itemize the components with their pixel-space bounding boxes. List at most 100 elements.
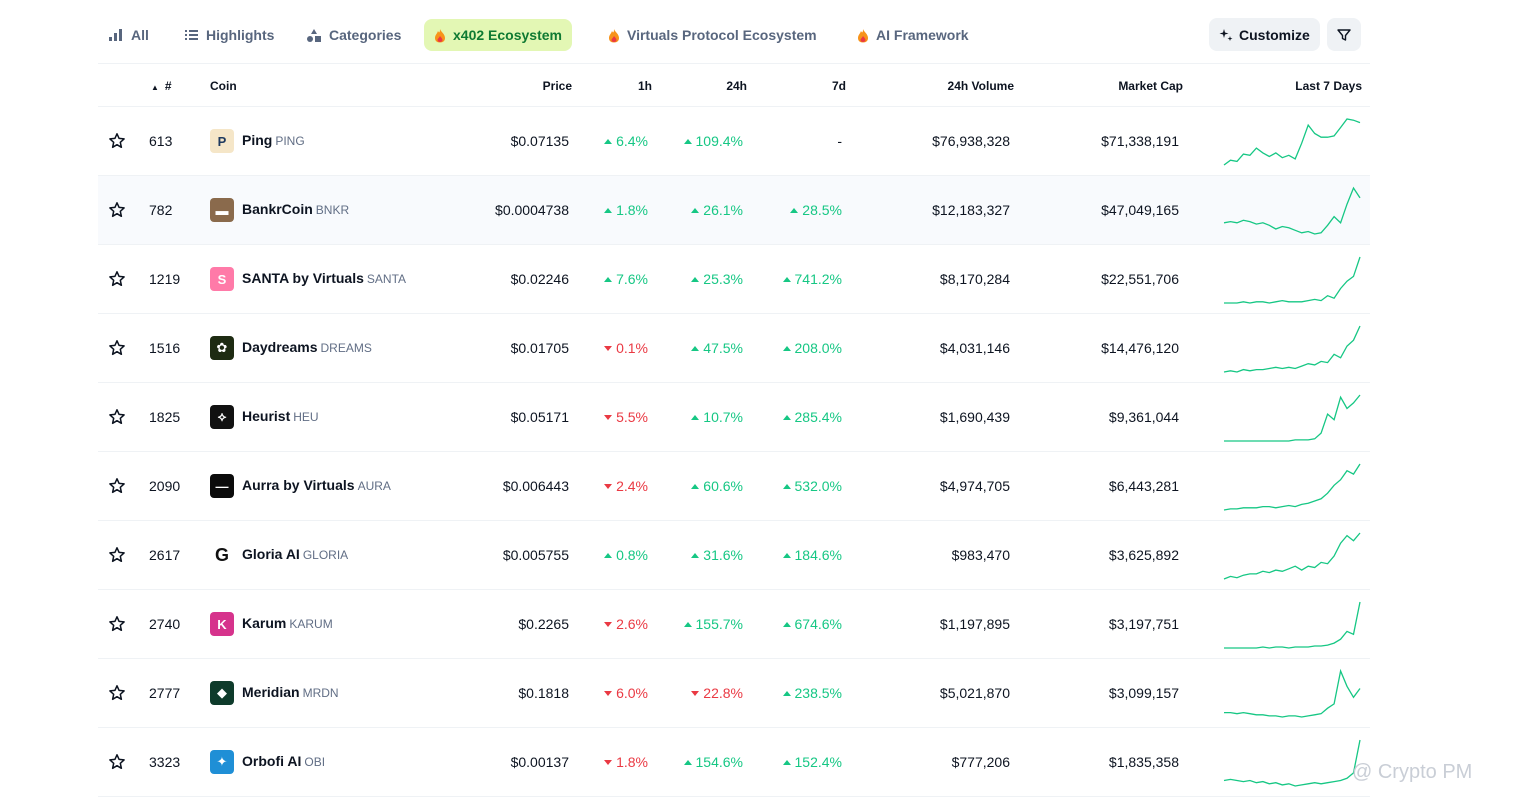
star-icon[interactable] bbox=[108, 684, 126, 702]
coin-name: SANTA by Virtuals bbox=[242, 270, 364, 286]
tab-x402-ecosystem[interactable]: x402 Ecosystem bbox=[424, 19, 572, 51]
market-cap-header[interactable]: Market Cap bbox=[1118, 79, 1183, 93]
24h-header[interactable]: 24h bbox=[726, 79, 747, 93]
customize-button[interactable]: Customize bbox=[1209, 18, 1320, 51]
coin-table: ▲ # Coin Price 1h 24h 7d 24h Volume Marke… bbox=[98, 63, 1370, 797]
sparkle-icon bbox=[1219, 28, 1233, 41]
sort-rank-header[interactable]: ▲ # bbox=[151, 79, 172, 93]
sparkline-chart bbox=[1224, 256, 1361, 304]
tab-highlights[interactable]: Highlights bbox=[174, 19, 284, 51]
coin-logo-icon: — bbox=[210, 474, 234, 498]
price: $0.006443 bbox=[502, 478, 569, 494]
table-row[interactable]: 1516 ✿ Daydreams DREAMS $0.01705 0.1% 47.5% 208… bbox=[98, 314, 1370, 383]
coin-name: Ping bbox=[242, 132, 273, 148]
change-1h: 5.5% bbox=[604, 409, 648, 425]
filter-button[interactable] bbox=[1327, 18, 1361, 51]
price: $0.07135 bbox=[510, 133, 569, 149]
coin-symbol: OBI bbox=[304, 755, 326, 769]
rank: 2777 bbox=[149, 685, 181, 701]
coin-name-link[interactable]: Aurra by Virtuals AURA bbox=[242, 477, 391, 493]
coin-name: Meridian bbox=[242, 684, 300, 700]
change-24h: 47.5% bbox=[691, 340, 743, 356]
table-row[interactable]: 2617 G Gloria AI GLORIA $0.005755 0.8% 31.6% 18… bbox=[98, 521, 1370, 590]
sparkline-chart bbox=[1224, 668, 1361, 718]
table-row[interactable]: 2740 K Karum KARUM $0.2265 2.6% 155.7% 674.6% $1… bbox=[98, 590, 1370, 659]
coin-symbol: MRDN bbox=[302, 686, 339, 700]
table-row[interactable]: 1219 S SANTA by Virtuals SANTA $0.02246 7.6% 2… bbox=[98, 245, 1370, 314]
coin-logo-icon: ✿ bbox=[210, 336, 234, 360]
sparkline-line bbox=[1223, 463, 1361, 511]
change-7d: 152.4% bbox=[783, 754, 842, 770]
coin-name: Heurist bbox=[242, 408, 291, 424]
star-icon[interactable] bbox=[108, 546, 126, 564]
volume-header[interactable]: 24h Volume bbox=[947, 79, 1014, 93]
sparkline-line bbox=[1223, 532, 1361, 580]
table-row[interactable]: 782 ▬ BankrCoin BNKR $0.0004738 1.8% 26.1% 28.5… bbox=[98, 176, 1370, 245]
price-header[interactable]: Price bbox=[542, 79, 572, 93]
star-icon[interactable] bbox=[108, 201, 126, 219]
sparkline-chart bbox=[1223, 325, 1361, 373]
coin-name-link[interactable]: Orbofi AI OBI bbox=[242, 753, 325, 769]
list-icon bbox=[185, 30, 198, 40]
coin-logo-icon: K bbox=[210, 612, 234, 636]
coin-name-link[interactable]: Meridian MRDN bbox=[242, 684, 339, 700]
star-icon[interactable] bbox=[108, 132, 126, 150]
rank: 782 bbox=[149, 202, 173, 218]
sparkline-line bbox=[1224, 601, 1361, 649]
star-icon[interactable] bbox=[108, 408, 126, 426]
volume-24h: $12,183,327 bbox=[932, 202, 1010, 218]
coin-name-link[interactable]: SANTA by Virtuals SANTA bbox=[242, 270, 406, 286]
price: $0.02246 bbox=[510, 271, 569, 287]
change-1h: 1.8% bbox=[604, 202, 648, 218]
coin-name-link[interactable]: Daydreams DREAMS bbox=[242, 339, 372, 355]
change-7d: 184.6% bbox=[783, 547, 842, 563]
table-row[interactable]: 2090 — Aurra by Virtuals AURA $0.006443 2.4% 6… bbox=[98, 452, 1370, 521]
rank: 613 bbox=[149, 133, 173, 149]
sparkline-chart bbox=[1224, 601, 1361, 649]
table-row[interactable]: 1825 ⟡ Heurist HEU $0.05171 5.5% 10.7% 285.4% $1… bbox=[98, 383, 1370, 452]
volume-24h: $5,021,870 bbox=[939, 685, 1010, 701]
volume-24h: $983,470 bbox=[951, 547, 1010, 563]
table-row[interactable]: 3323 ✦ Orbofi AI OBI $0.00137 1.8% 154.6% 152.4… bbox=[98, 728, 1370, 797]
sparkline-line bbox=[1224, 668, 1361, 718]
1h-header[interactable]: 1h bbox=[637, 79, 652, 93]
coin-name-link[interactable]: Karum KARUM bbox=[242, 615, 333, 631]
table-row[interactable]: 2777 ◆ Meridian MRDN $0.1818 6.0% 22.8% 238.5% $… bbox=[98, 659, 1370, 728]
change-24h: 26.1% bbox=[691, 202, 743, 218]
coin-name-link[interactable]: Ping PING bbox=[242, 132, 305, 148]
tab-virtuals-protocol-ecosystem[interactable]: Virtuals Protocol Ecosystem bbox=[598, 19, 827, 51]
coin-name-link[interactable]: BankrCoin BNKR bbox=[242, 201, 349, 217]
coin-logo-icon: G bbox=[210, 543, 234, 567]
sparkline-line bbox=[1224, 394, 1361, 442]
volume-24h: $76,938,328 bbox=[932, 133, 1010, 149]
rank: 1516 bbox=[149, 340, 181, 356]
sparkline-line bbox=[1224, 256, 1361, 304]
coin-name-link[interactable]: Heurist HEU bbox=[242, 408, 319, 424]
price: $0.005755 bbox=[502, 547, 569, 563]
last-7-days-header: Last 7 Days bbox=[1295, 79, 1362, 93]
rank: 1825 bbox=[149, 409, 181, 425]
tab-label: AI Framework bbox=[876, 27, 969, 43]
change-7d: 532.0% bbox=[783, 478, 842, 494]
volume-24h: $1,197,895 bbox=[939, 616, 1010, 632]
sparkline-line bbox=[1223, 739, 1361, 787]
market-cap: $14,476,120 bbox=[1101, 340, 1179, 356]
star-icon[interactable] bbox=[108, 477, 126, 495]
category-tabs: All Highlights Categories x402 Ecosystem… bbox=[98, 17, 1370, 53]
tab-all[interactable]: All bbox=[98, 19, 159, 51]
table-row[interactable]: 613 P Ping PING $0.07135 6.4% 109.4% - $76,938,3… bbox=[98, 107, 1370, 176]
coin-header[interactable]: Coin bbox=[210, 79, 237, 93]
star-icon[interactable] bbox=[108, 753, 126, 771]
change-24h: 60.6% bbox=[691, 478, 743, 494]
tab-categories[interactable]: Categories bbox=[296, 19, 411, 51]
sparkline-line bbox=[1223, 325, 1361, 373]
star-icon[interactable] bbox=[108, 615, 126, 633]
star-icon[interactable] bbox=[108, 339, 126, 357]
rank: 2090 bbox=[149, 478, 181, 494]
coin-name-link[interactable]: Gloria AI GLORIA bbox=[242, 546, 348, 562]
tab-ai-framework[interactable]: AI Framework bbox=[847, 19, 979, 51]
7d-header[interactable]: 7d bbox=[831, 79, 846, 93]
coin-name: Karum bbox=[242, 615, 287, 631]
change-24h: 155.7% bbox=[684, 616, 743, 632]
star-icon[interactable] bbox=[108, 270, 126, 288]
